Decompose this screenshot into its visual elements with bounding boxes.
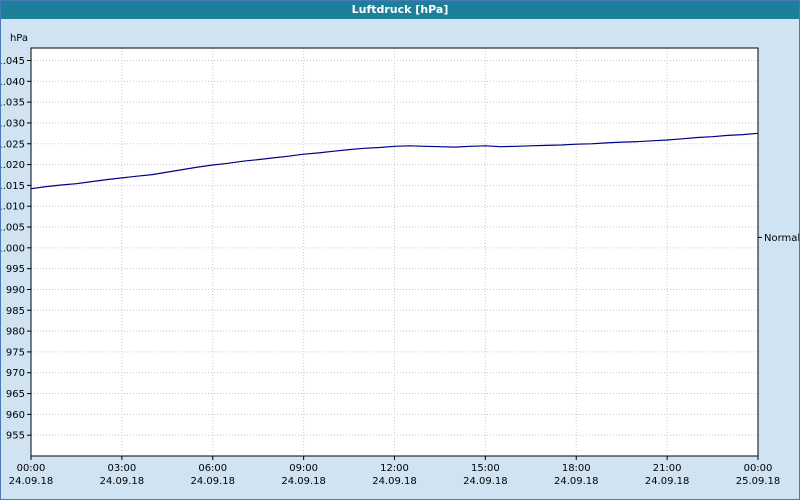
x-tick-label: 06:00 xyxy=(198,463,227,474)
x-tick-label: 12:00 xyxy=(380,463,409,474)
y-tick-label: 1.040 xyxy=(1,77,25,88)
x-date-label: 24.09.18 xyxy=(463,476,508,487)
x-tick-label: 15:00 xyxy=(471,463,500,474)
titlebar: Luftdruck [hPa] xyxy=(1,1,799,19)
window-title: Luftdruck [hPa] xyxy=(351,3,449,16)
x-date-label: 24.09.18 xyxy=(9,476,54,487)
x-date-label: 25.09.18 xyxy=(736,476,781,487)
y-tick-label: 1.035 xyxy=(1,98,25,109)
x-tick-label: 09:00 xyxy=(289,463,318,474)
y-tick-label: 1.025 xyxy=(1,139,25,150)
y-tick-label: 990 xyxy=(6,285,25,296)
y-tick-label: 1.045 xyxy=(1,56,25,67)
y-tick-label: 980 xyxy=(6,327,25,338)
y-tick-label: 985 xyxy=(6,306,25,317)
y-tick-label: 1.010 xyxy=(1,202,25,213)
y-tick-label: 965 xyxy=(6,389,25,400)
y-tick-label: 955 xyxy=(6,431,25,442)
x-tick-label: 03:00 xyxy=(107,463,136,474)
y-tick-label: 1.005 xyxy=(1,223,25,234)
x-tick-label: 21:00 xyxy=(653,463,682,474)
y-tick-label: 995 xyxy=(6,264,25,275)
x-date-label: 24.09.18 xyxy=(372,476,417,487)
pressure-chart: 1.045 1.040 1.035 1.030 1.025 1.020 1.015 1.010… xyxy=(1,33,800,487)
y-tick-label: 970 xyxy=(6,368,25,379)
y-tick-label: 975 xyxy=(6,347,25,358)
x-tick-label: 18:00 xyxy=(562,463,591,474)
pressure-line xyxy=(30,132,759,190)
y-tick-label: 1.015 xyxy=(1,181,25,192)
y-tick-label: 1.000 xyxy=(1,243,25,254)
x-date-label: 24.09.18 xyxy=(645,476,690,487)
x-date-label: 24.09.18 xyxy=(554,476,599,487)
x-date-label: 24.09.18 xyxy=(100,476,145,487)
y-tick-label: 960 xyxy=(6,410,25,421)
x-tick-label: 00:00 xyxy=(744,463,773,474)
y-tick-label: 1.030 xyxy=(1,118,25,129)
x-tick-label: 00:00 xyxy=(17,463,46,474)
x-date-label: 24.09.18 xyxy=(281,476,326,487)
x-date-label: 24.09.18 xyxy=(190,476,235,487)
normal-label: Normal xyxy=(764,233,800,244)
y-axis-unit-label: hPa xyxy=(10,33,28,44)
y-tick-label: 1.020 xyxy=(1,160,25,171)
